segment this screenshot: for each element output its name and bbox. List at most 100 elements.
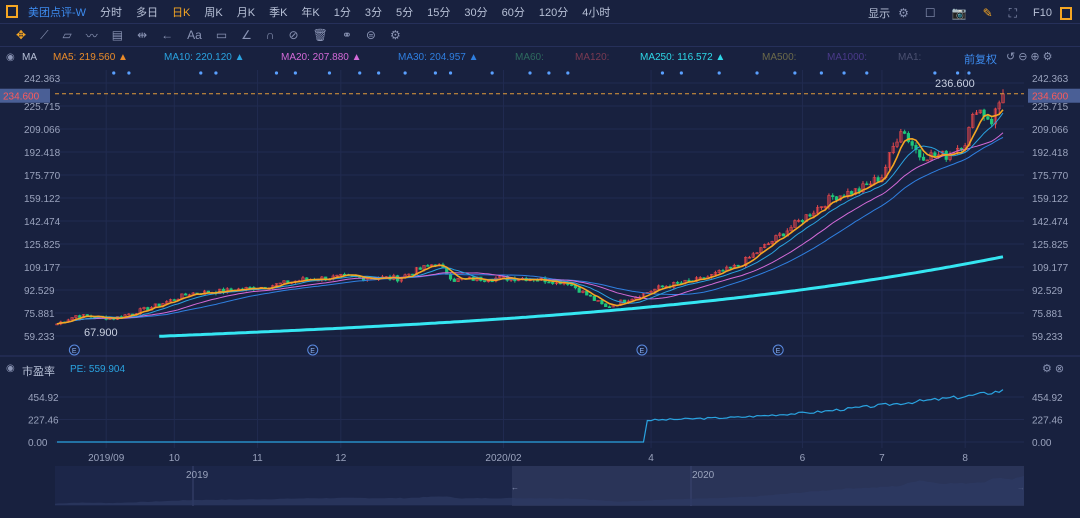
candle <box>895 141 899 147</box>
candle <box>819 206 823 208</box>
period-月K[interactable]: 月K <box>236 6 256 19</box>
candle <box>774 235 778 242</box>
price-axis-label-left: 242.363 <box>24 74 61 85</box>
candle <box>868 183 873 186</box>
channel-icon[interactable]: ▱ <box>62 28 72 42</box>
line-icon[interactable]: ⟋ <box>40 27 49 42</box>
candle <box>861 183 865 192</box>
period-多日[interactable]: 多日 <box>136 6 159 19</box>
range-icon[interactable]: ⇹ <box>137 28 148 42</box>
camera-icon[interactable]: 📷 <box>951 6 967 20</box>
period-3分[interactable]: 3分 <box>364 6 383 19</box>
candle <box>781 233 786 237</box>
period-日K[interactable]: 日K <box>172 6 191 19</box>
ma-value: MA1000: <box>827 52 868 63</box>
candle <box>728 266 733 269</box>
earnings-icon <box>772 344 784 356</box>
candle <box>675 282 680 284</box>
period-4小时[interactable]: 4小时 <box>582 6 611 19</box>
candle <box>808 214 812 217</box>
candle <box>903 131 907 134</box>
angle-icon[interactable]: ∠ <box>241 28 252 42</box>
fib-icon[interactable]: ▤ <box>111 28 124 42</box>
chart-controls-icon[interactable]: ↺⊖⊕⚙ <box>1006 51 1056 63</box>
ma-value: MA500: <box>762 52 797 63</box>
magnet-icon[interactable]: ∩ <box>265 28 275 42</box>
sidebar-toggle-icon[interactable] <box>1060 6 1072 20</box>
candle <box>660 285 665 288</box>
earnings-icon-label: E <box>310 348 315 355</box>
period-60分[interactable]: 60分 <box>501 6 525 19</box>
top-toolbar: 美团点评-W 分时 多日 日K 周K 月K 季K 年K 1分 3分 5分 15分 30分 60分 120分… <box>0 0 1080 24</box>
candle <box>974 112 979 115</box>
date-label: 7 <box>879 453 885 464</box>
candle <box>910 141 914 146</box>
candle <box>657 285 661 290</box>
candle <box>865 183 869 186</box>
candle <box>570 284 574 286</box>
period-周K[interactable]: 周K <box>204 6 223 19</box>
trash-icon[interactable]: 🗑 <box>312 28 328 42</box>
candle <box>747 256 752 259</box>
hide-icon[interactable]: ⊘ <box>288 28 299 42</box>
panel-icon[interactable] <box>6 5 18 18</box>
layout-icon[interactable]: ☐ <box>924 6 936 20</box>
layers-icon[interactable]: ⊜ <box>365 28 376 42</box>
candle <box>278 282 282 285</box>
candle <box>168 299 173 302</box>
link-icon[interactable]: ⚭ <box>341 28 352 42</box>
collapse-icon[interactable]: ◉ <box>6 52 15 63</box>
f10-button[interactable]: F10 <box>1033 7 1052 19</box>
candle <box>721 270 725 272</box>
candle <box>165 301 169 304</box>
event-dot <box>327 71 332 75</box>
event-dot <box>842 71 846 75</box>
candle <box>184 293 188 296</box>
period-15分[interactable]: 15分 <box>427 6 451 19</box>
candle <box>418 267 422 270</box>
settings-icon[interactable]: ⚙ <box>389 28 401 42</box>
price-axis-label: 125.825 <box>1032 240 1069 251</box>
period-年K[interactable]: 年K <box>301 6 320 19</box>
period-5分[interactable]: 5分 <box>396 6 414 19</box>
event-dot <box>793 71 797 75</box>
candle <box>751 253 755 258</box>
wave-icon[interactable]: 〰 <box>85 28 98 43</box>
earnings-icon <box>307 344 319 356</box>
candle <box>906 133 910 142</box>
arrow-icon[interactable]: ← <box>161 28 174 42</box>
event-dot <box>403 71 407 75</box>
period-1分[interactable]: 1分 <box>333 6 351 19</box>
display-dropdown[interactable]: 显示 <box>868 8 891 20</box>
fullscreen-icon[interactable]: ⛶ <box>1008 5 1018 20</box>
period-季K[interactable]: 季K <box>269 6 288 19</box>
period-分时[interactable]: 分时 <box>100 6 123 19</box>
period-120分[interactable]: 120分 <box>538 6 569 19</box>
candle <box>736 264 740 267</box>
candle <box>498 276 502 279</box>
stock-name[interactable]: 美团点评-W <box>28 6 87 19</box>
event-dot <box>377 71 381 75</box>
ma-value: MA10: 220.120 ▲ <box>164 52 245 63</box>
candle <box>592 295 596 301</box>
price-axis-label: 242.363 <box>1032 74 1069 85</box>
candle <box>547 281 551 284</box>
comment-icon[interactable]: ▭ <box>215 28 228 42</box>
text-icon[interactable]: Aa <box>187 28 202 42</box>
candle <box>770 241 774 245</box>
ma-value: MA20: 207.880 ▲ <box>281 52 362 63</box>
pencil-icon[interactable]: ✎ <box>982 6 993 20</box>
candle <box>823 206 827 208</box>
candle <box>581 290 585 293</box>
price-axis-label-left: 59.233 <box>24 332 55 343</box>
candle <box>339 273 343 276</box>
price-axis-label: 175.770 <box>1032 171 1069 182</box>
collapse-pe-icon[interactable]: ◉ <box>6 363 15 374</box>
settings-icon[interactable]: ⚙ <box>898 6 909 20</box>
pe-controls-icon[interactable]: ⚙⊗ <box>1042 363 1068 375</box>
adjust-button[interactable]: 前复权 <box>964 54 997 66</box>
move-icon[interactable]: ✥ <box>16 28 27 42</box>
candle <box>812 212 816 217</box>
period-30分[interactable]: 30分 <box>464 6 488 19</box>
